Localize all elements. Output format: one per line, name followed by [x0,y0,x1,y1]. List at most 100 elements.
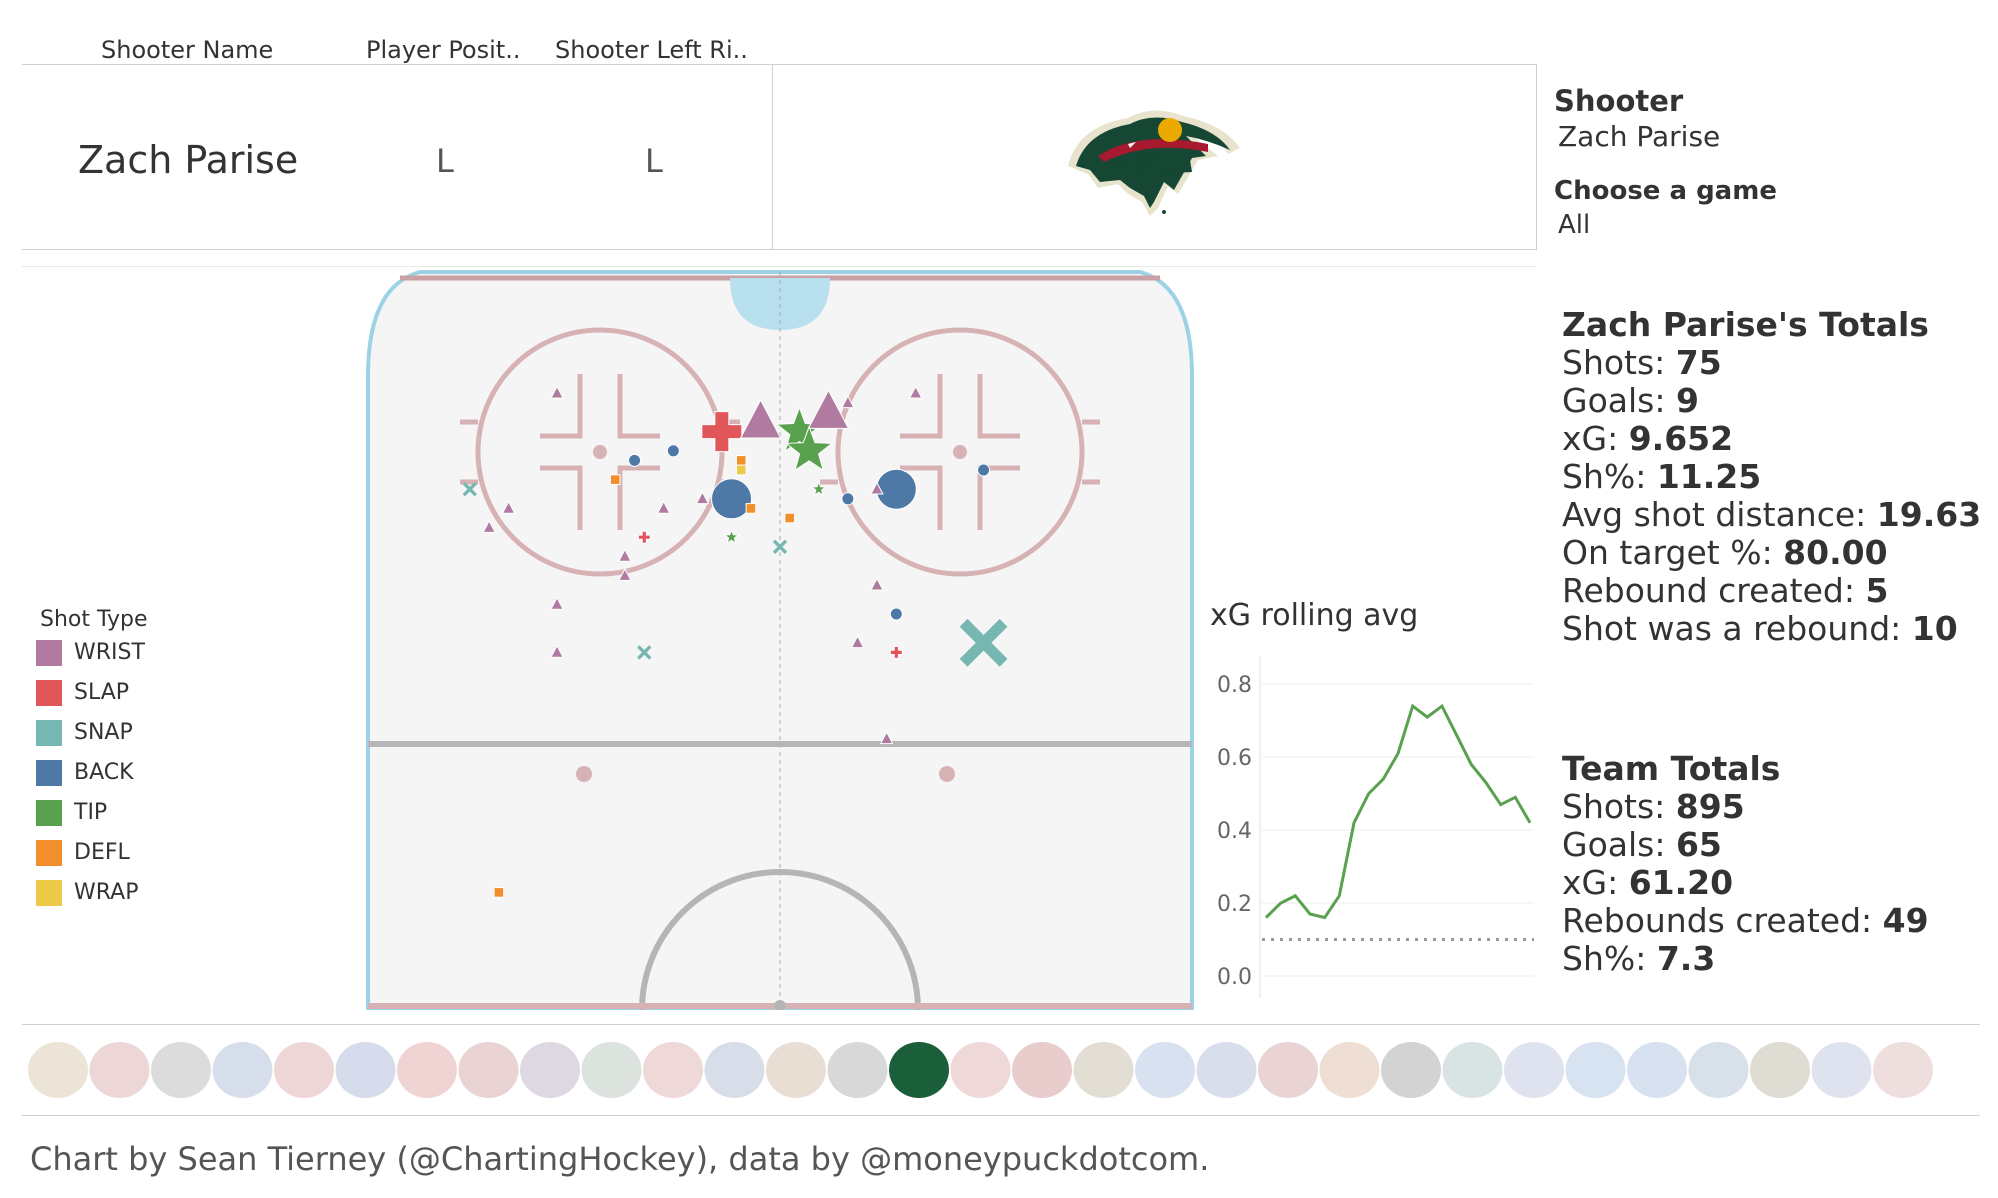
stat-label: Goals: [1562,381,1676,420]
team-logo-icon[interactable] [766,1042,826,1098]
team-logo-icon[interactable] [397,1042,457,1098]
team-logo-icon[interactable] [704,1042,765,1098]
stat-label: On target %: [1562,533,1784,572]
shot-point-defl[interactable] [745,503,757,514]
shot-point-snap[interactable] [959,618,1008,667]
team-logo-icon[interactable] [1073,1042,1134,1098]
team-logo-icon[interactable] [274,1042,334,1098]
team-stat-rebounds: Rebounds created: 49 [1562,902,1929,940]
shot-point-back[interactable] [841,492,855,506]
shot-point-wrist[interactable] [618,567,632,581]
team-logo-icon[interactable] [643,1042,703,1098]
shot-point-wrist[interactable] [841,395,855,409]
shot-point-wrist[interactable] [739,398,782,439]
xg-rolling-chart: 0.0 0.2 0.4 0.6 0.8 [1217,656,1534,998]
shot-point-defl[interactable] [784,512,795,524]
shot-point-defl[interactable] [493,887,505,898]
player-stat-shooting-pct: Sh%: 11.25 [1562,458,1761,496]
shot-point-back[interactable] [977,463,991,477]
col-header-shooter-name[interactable]: Shooter Name [101,36,274,64]
player-stat-avg-distance: Avg shot distance: 19.63 [1562,496,1981,534]
legend-label: SNAP [74,720,133,745]
shot-point-defl[interactable] [609,474,621,485]
shot-point-wrist[interactable] [807,389,850,429]
stat-value: 49 [1882,901,1929,940]
shot-point-back[interactable] [666,444,680,458]
team-logo-icon[interactable] [1258,1042,1318,1098]
shot-point-tip[interactable] [810,480,827,497]
shot-point-snap[interactable] [462,482,477,497]
shot-point-back[interactable] [875,468,917,510]
team-logo-icon[interactable] [889,1042,949,1098]
shot-point-snap[interactable] [637,645,652,660]
chart-credit: Chart by Sean Tierney (@ChartingHockey),… [30,1140,1210,1178]
shot-point-slap[interactable] [889,645,903,659]
team-logo-icon[interactable] [1012,1042,1072,1098]
team-logo-icon[interactable] [1627,1042,1687,1098]
team-logo-icon[interactable] [1565,1042,1626,1098]
shot-point-wrist[interactable] [908,385,923,399]
col-header-player-position[interactable]: Player Posit.. [366,36,521,64]
shot-point-tip[interactable] [723,528,740,545]
shot-point-wrist[interactable] [550,644,564,658]
shot-point-wrist[interactable] [695,491,710,505]
shooter-name-cell: Zach Parise [78,138,299,182]
team-logo-icon[interactable] [151,1042,211,1098]
team-logo-icon[interactable] [1811,1042,1872,1098]
team-logo-icon[interactable] [1873,1042,1933,1098]
team-logo-icon[interactable] [28,1042,88,1098]
team-stat-goals: Goals: 65 [1562,826,1722,864]
center-ice-circle [639,869,921,1010]
team-logo-icon[interactable] [581,1042,642,1098]
team-logo-icon[interactable] [1688,1042,1749,1098]
shot-point-wrist[interactable] [870,577,884,591]
team-logo-icon[interactable] [827,1042,888,1098]
team-logo-icon[interactable] [1196,1042,1257,1098]
team-logo-icon[interactable] [212,1042,273,1098]
shot-point-back[interactable] [711,478,753,520]
shot-point-tip[interactable] [784,425,834,472]
y-tick-label: 0.4 [1217,819,1252,844]
team-logo-icon[interactable] [520,1042,580,1098]
shot-point-back[interactable] [628,453,642,467]
game-filter-value[interactable]: All [1558,210,1591,240]
team-logo-icon[interactable] [950,1042,1011,1098]
team-logo-strip[interactable] [22,1024,1980,1116]
team-logo-icon[interactable] [335,1042,396,1098]
shot-point-slap[interactable] [701,411,743,453]
team-logo-icon[interactable] [89,1042,150,1098]
shot-point-wrist[interactable] [550,385,564,399]
team-logo-icon[interactable] [1319,1042,1380,1098]
legend-label: WRAP [74,880,139,905]
legend-label: WRIST [74,640,145,665]
team-logo-icon[interactable] [1381,1042,1441,1098]
shot-point-defl[interactable] [735,455,747,466]
team-logo-icon[interactable] [1750,1042,1810,1098]
shot-point-back[interactable] [889,607,903,621]
shot-point-wrist[interactable] [618,548,632,562]
shooter-filter-value[interactable]: Zach Parise [1558,120,1721,153]
team-logo-icon[interactable] [1442,1042,1503,1098]
shot-point-wrist[interactable] [550,596,564,610]
stat-label: Sh%: [1562,939,1657,978]
shot-point-snap[interactable] [772,539,788,554]
shot-point-slap[interactable] [637,530,651,544]
shot-point-wrist[interactable] [501,500,516,514]
player-stat-xg: xG: 9.652 [1562,420,1733,458]
shot-point-wrist[interactable] [850,635,865,649]
shot-point-wrist[interactable] [879,731,894,745]
team-logo-icon[interactable] [1135,1042,1195,1098]
stat-label: Rebounds created: [1562,901,1883,940]
team-logo-icon[interactable] [458,1042,519,1098]
neutral-dot-right [939,766,955,782]
player-stat-shots: Shots: 75 [1562,344,1722,382]
team-logo-icon[interactable] [1504,1042,1564,1098]
col-header-shooter-left-right[interactable]: Shooter Left Ri.. [555,36,748,64]
shot-point-wrap[interactable] [735,464,747,476]
player-stat-was-rebound: Shot was a rebound: 10 [1562,610,1958,648]
team-stat-xg: xG: 61.20 [1562,864,1733,902]
stat-value: 61.20 [1628,863,1734,902]
shot-point-wrist[interactable] [656,500,671,514]
shot-point-wrist[interactable] [482,519,497,533]
shot-point-wrist[interactable] [870,481,884,495]
